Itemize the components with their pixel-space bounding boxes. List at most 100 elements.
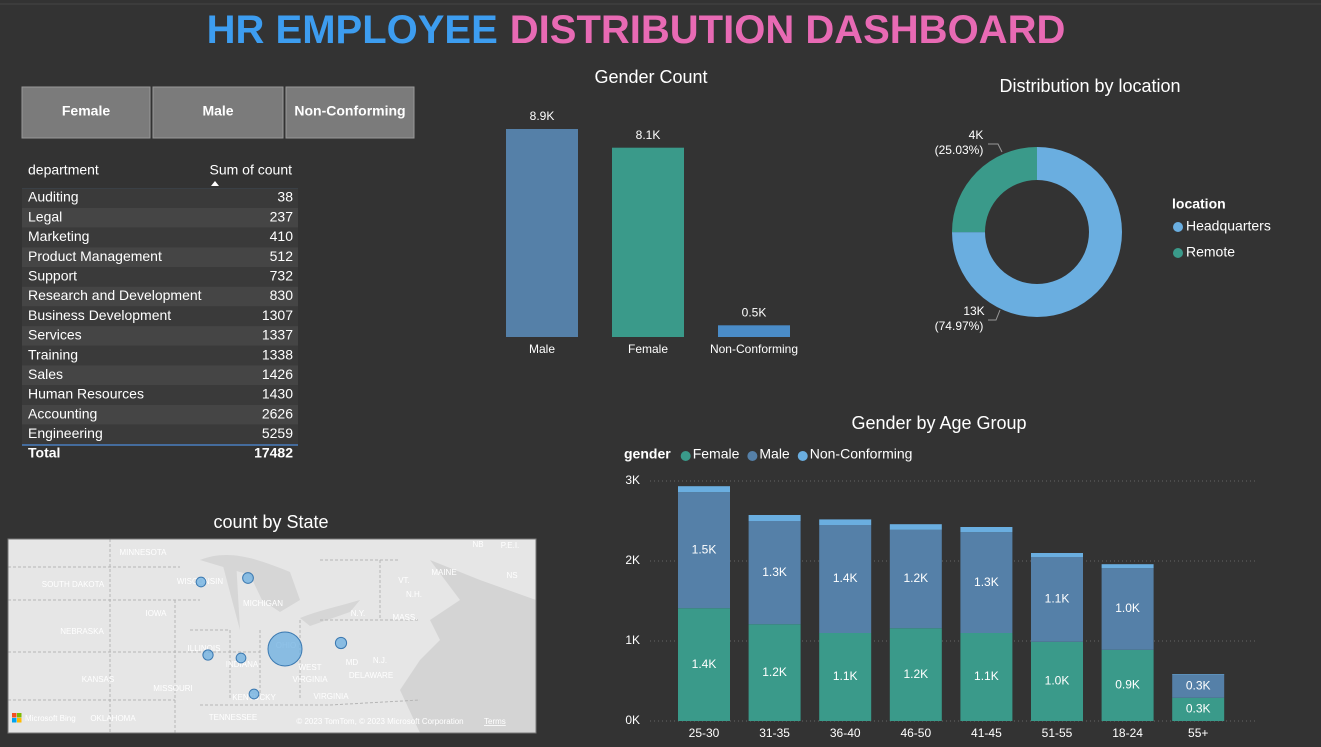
x-tick-label: 36-40 bbox=[830, 726, 861, 740]
logo-square bbox=[12, 713, 17, 718]
slicer-label[interactable]: Male bbox=[202, 103, 233, 119]
title-part: DISTRIBUTION DASHBOARD bbox=[510, 8, 1066, 52]
y-tick-label: 3K bbox=[625, 473, 640, 487]
table-cell: Legal bbox=[28, 208, 62, 224]
legend-title: location bbox=[1172, 196, 1226, 212]
bar-segment bbox=[1101, 564, 1154, 569]
slicer-tile[interactable] bbox=[152, 86, 284, 139]
slicer-label[interactable]: Female bbox=[62, 103, 110, 119]
map-label: MAINE bbox=[431, 568, 456, 577]
map-label: N.J. bbox=[373, 656, 387, 665]
table-cell: Marketing bbox=[28, 228, 89, 244]
table-row bbox=[22, 188, 298, 208]
table-row bbox=[22, 345, 298, 366]
chart-title: count by State bbox=[213, 512, 328, 532]
table-cell: 732 bbox=[270, 268, 294, 284]
map-attribution: © 2023 TomTom, © 2023 Microsoft Corporat… bbox=[296, 717, 463, 726]
count-label: 4K bbox=[969, 128, 984, 142]
legend-label: Headquarters bbox=[1186, 218, 1271, 234]
map-borders bbox=[8, 539, 421, 733]
map-label: NB bbox=[472, 540, 483, 549]
map-label: MICHIGAN bbox=[243, 599, 283, 608]
table-cell: 2626 bbox=[262, 405, 293, 421]
legend-marker bbox=[747, 451, 758, 461]
logo-square bbox=[12, 718, 17, 723]
slicer-label[interactable]: Non-Conforming bbox=[294, 103, 405, 119]
map-label: VIRGINIA bbox=[313, 692, 349, 701]
map-frame bbox=[7, 538, 537, 734]
value-label: 1.0K bbox=[1045, 674, 1070, 688]
legend-label: Remote bbox=[1186, 244, 1235, 260]
table-row bbox=[22, 207, 298, 228]
x-tick-label: Male bbox=[529, 342, 555, 356]
map-lake bbox=[222, 560, 240, 630]
bubble bbox=[334, 636, 348, 650]
bar-segment bbox=[889, 628, 942, 721]
map-label: ILLINOIS bbox=[188, 644, 221, 653]
bar-segment bbox=[748, 624, 801, 721]
map-label: IOWA bbox=[145, 609, 167, 618]
table-cell: Services bbox=[28, 327, 82, 343]
table-cell: Research and Development bbox=[28, 287, 202, 303]
table-total: Total bbox=[28, 445, 60, 461]
bar-segment bbox=[1031, 557, 1083, 642]
x-tick-label: 31-35 bbox=[759, 726, 790, 740]
bar-segment bbox=[678, 486, 730, 493]
bar-segment bbox=[1172, 674, 1225, 698]
bar-segment bbox=[889, 529, 942, 629]
donut-slice bbox=[952, 147, 1037, 233]
map-lake bbox=[300, 600, 360, 626]
table-row bbox=[22, 404, 298, 425]
x-tick-label: 41-45 bbox=[971, 726, 1002, 740]
table-cell: Business Development bbox=[28, 307, 171, 323]
table-cell: 410 bbox=[270, 228, 294, 244]
map-label: TENNESSEE bbox=[209, 713, 257, 722]
map-label: MD bbox=[346, 658, 359, 667]
leader-line bbox=[988, 309, 1001, 321]
x-tick-label: 18-24 bbox=[1112, 726, 1143, 740]
table-cell: 1426 bbox=[262, 366, 293, 382]
bar-segment bbox=[1101, 649, 1154, 721]
table-row bbox=[22, 306, 298, 327]
slicer-tile[interactable] bbox=[21, 86, 151, 139]
map-label: DELAWARE bbox=[349, 671, 393, 680]
value-label: 1.4K bbox=[692, 657, 717, 671]
map-lake bbox=[200, 555, 300, 612]
table-cell: 1337 bbox=[262, 327, 293, 343]
bar-segment bbox=[748, 521, 801, 625]
x-tick-label: 55+ bbox=[1188, 726, 1208, 740]
map-label: WEST bbox=[298, 663, 321, 672]
table-cell: 1307 bbox=[262, 307, 293, 323]
x-tick-label: 51-55 bbox=[1042, 726, 1073, 740]
bar-segment bbox=[819, 525, 872, 633]
map-label: NEBRASKA bbox=[60, 627, 104, 636]
value-label: 1.3K bbox=[974, 575, 999, 589]
bubble bbox=[248, 688, 260, 700]
count-label: 13K bbox=[963, 304, 984, 318]
value-label: 1.2K bbox=[762, 665, 787, 679]
bubble bbox=[235, 652, 247, 664]
chart-title: Gender Count bbox=[594, 67, 707, 87]
map-terms[interactable]: Terms bbox=[484, 717, 506, 726]
value-label: 1.2K bbox=[903, 667, 928, 681]
bar bbox=[612, 147, 684, 337]
table-cell: 1338 bbox=[262, 346, 293, 362]
table-row bbox=[22, 385, 298, 405]
y-tick-label: 0K bbox=[625, 713, 640, 727]
map-base bbox=[8, 539, 536, 733]
x-tick-label: Female bbox=[628, 342, 668, 356]
bar-segment bbox=[889, 524, 942, 530]
slicer-tile[interactable] bbox=[285, 86, 415, 139]
bar-segment bbox=[1031, 641, 1083, 721]
x-tick-label: 46-50 bbox=[900, 726, 931, 740]
value-label: (25.03%) bbox=[935, 143, 984, 157]
value-label: 0.3K bbox=[1186, 678, 1211, 692]
bar bbox=[506, 129, 578, 337]
map-logo: Microsoft Bing bbox=[25, 714, 76, 723]
bar-segment bbox=[1172, 697, 1225, 721]
map-label: N.H. bbox=[406, 590, 422, 599]
table-cell: 237 bbox=[270, 208, 294, 224]
table-total: 17482 bbox=[254, 445, 293, 461]
chart-title: Gender by Age Group bbox=[851, 413, 1026, 433]
